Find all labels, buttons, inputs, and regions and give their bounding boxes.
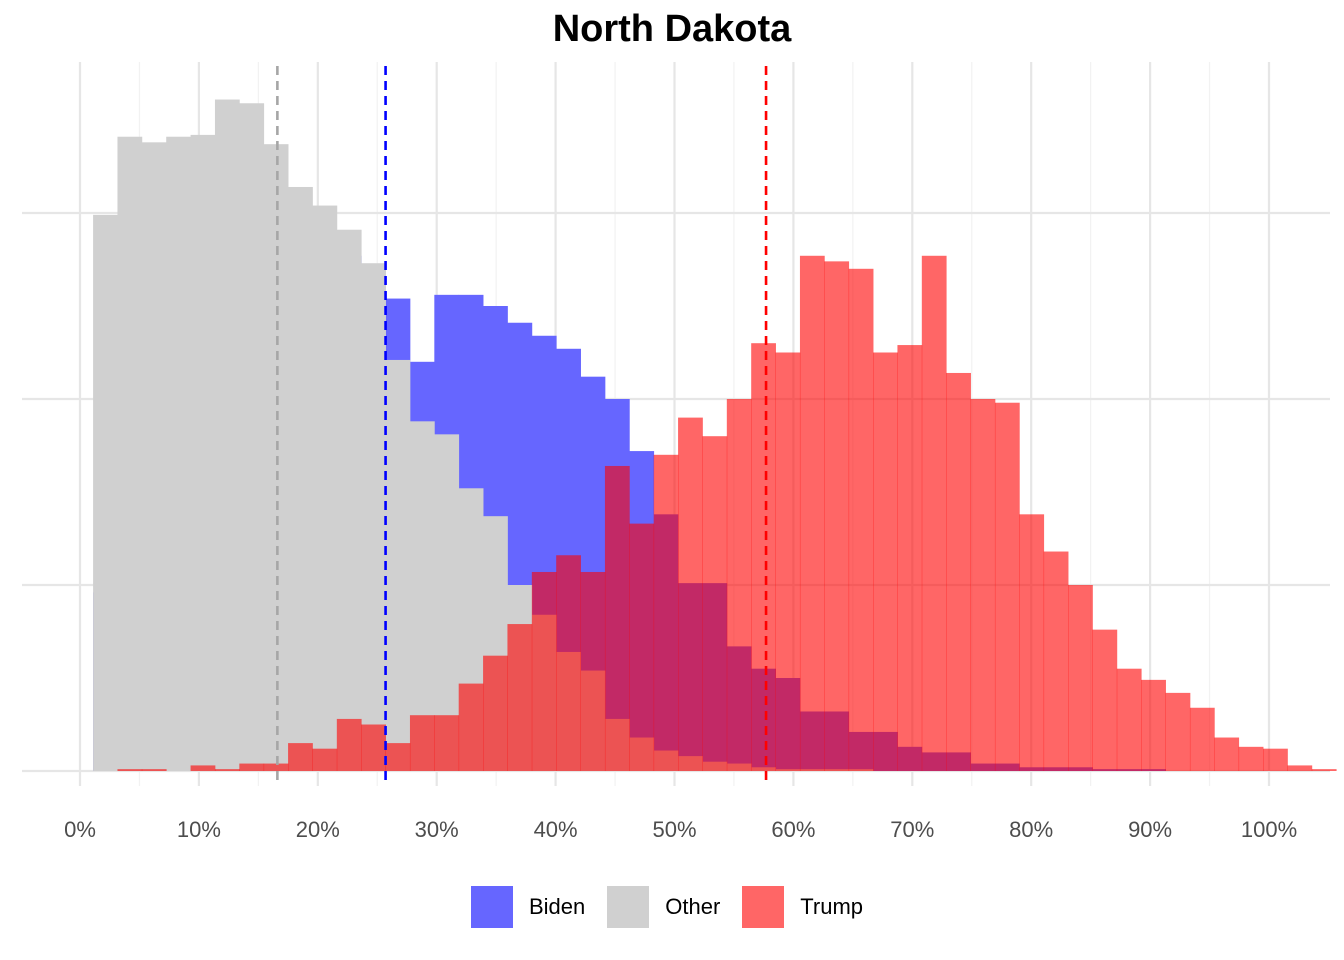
histogram-bar-trump xyxy=(702,436,728,771)
legend-label: Other xyxy=(665,894,721,919)
histogram-bar-trump xyxy=(604,465,630,771)
histogram-bar-trump xyxy=(921,255,947,771)
x-tick-label: 80% xyxy=(1009,817,1053,842)
histogram-bar-trump xyxy=(288,743,313,771)
histogram-bar-trump xyxy=(1116,668,1142,771)
histogram-bar-trump xyxy=(507,624,533,771)
histogram-bar-trump xyxy=(580,571,606,771)
histogram-bar-trump xyxy=(970,399,996,771)
x-tick-label: 0% xyxy=(64,817,96,842)
histogram-bar-trump xyxy=(726,399,752,771)
histogram-bar-trump xyxy=(751,343,776,771)
histogram-bar-trump xyxy=(799,255,825,771)
histogram-bar-trump xyxy=(775,352,801,771)
histogram-bar-trump xyxy=(1043,551,1069,771)
x-tick-label: 30% xyxy=(415,817,459,842)
histogram-bar-trump xyxy=(141,769,167,771)
histogram-bar-trump xyxy=(434,715,460,771)
histogram-bar-other xyxy=(409,421,435,771)
histogram-bar-trump xyxy=(946,372,971,771)
histogram-bar-trump xyxy=(531,571,557,771)
histogram-bar-trump xyxy=(263,763,289,771)
histogram-bar-trump xyxy=(1068,585,1093,771)
legend: Biden Other Trump xyxy=(0,886,1344,928)
histogram-bar-trump xyxy=(1092,629,1118,771)
x-tick-label: 60% xyxy=(771,817,815,842)
histogram-bar-trump xyxy=(336,718,362,771)
histogram-bar-trump xyxy=(214,769,240,771)
histogram-bar-trump xyxy=(1165,692,1191,771)
histogram-bar-trump xyxy=(824,261,850,771)
histogram-bar-trump xyxy=(873,352,898,771)
histogram-bar-trump xyxy=(409,715,435,771)
histogram-bar-trump xyxy=(117,769,143,771)
histogram-bar-other xyxy=(288,186,313,771)
histogram-bar-trump xyxy=(1019,514,1045,771)
x-tick-label: 100% xyxy=(1241,817,1297,842)
histogram-bar-trump xyxy=(1141,679,1166,771)
histogram-bar-other xyxy=(117,136,143,772)
x-tick-label: 70% xyxy=(890,817,934,842)
histogram-bar-trump xyxy=(653,454,679,771)
legend-item-other: Other xyxy=(607,886,730,928)
legend-swatch xyxy=(470,886,513,928)
histogram-bar-trump xyxy=(1238,746,1264,771)
legend-item-biden: Biden xyxy=(470,886,595,928)
chart-title: North Dakota xyxy=(552,8,792,50)
histogram-bar-other xyxy=(361,263,386,771)
x-tick-label: 10% xyxy=(177,817,221,842)
histogram-bar-trump xyxy=(385,743,411,771)
histogram-bar-other xyxy=(385,359,411,771)
legend-swatch xyxy=(607,886,650,928)
x-tick-label: 20% xyxy=(296,817,340,842)
histogram-bar-trump xyxy=(1287,765,1313,771)
histogram-bar-other xyxy=(434,434,460,771)
histogram-bar-trump xyxy=(848,268,874,771)
histogram-bar-trump xyxy=(1189,707,1215,771)
histogram-bar-trump xyxy=(239,763,265,771)
histogram-bar-trump xyxy=(190,765,216,771)
histogram-bar-other xyxy=(312,205,338,771)
histogram-bar-other xyxy=(141,142,167,771)
histogram-bar-trump xyxy=(312,748,338,771)
histogram-bar-trump xyxy=(458,683,484,771)
histogram-bar-trump xyxy=(1214,737,1240,771)
legend-label: Biden xyxy=(528,894,586,919)
histogram-bar-trump xyxy=(361,724,386,771)
histogram-bar-trump xyxy=(994,402,1020,771)
histogram-bar-trump xyxy=(483,655,508,771)
legend-label: Trump xyxy=(800,894,864,919)
histogram-bar-trump xyxy=(897,345,923,771)
histogram-bar-other xyxy=(336,229,362,772)
histogram-bar-trump xyxy=(629,523,655,771)
histogram-bar-trump xyxy=(556,555,581,771)
legend-item-trump: Trump xyxy=(742,886,873,928)
histogram-bar-trump xyxy=(1311,769,1337,771)
histogram-bar-other xyxy=(93,214,118,772)
legend-swatch xyxy=(742,886,785,928)
histogram-bar-trump xyxy=(1263,748,1288,771)
histogram-bar-other xyxy=(190,134,216,771)
histogram-bar-other xyxy=(214,99,240,772)
histogram-bar-trump xyxy=(678,417,703,771)
x-tick-label: 40% xyxy=(534,817,578,842)
histogram-bar-other xyxy=(166,136,191,772)
x-tick-label: 50% xyxy=(652,817,696,842)
x-tick-label: 90% xyxy=(1128,817,1172,842)
histogram-bar-other xyxy=(239,103,265,771)
